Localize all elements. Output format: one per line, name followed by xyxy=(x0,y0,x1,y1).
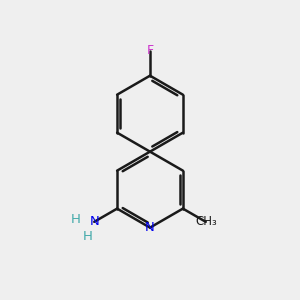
Text: F: F xyxy=(146,44,154,57)
Text: N: N xyxy=(145,221,155,234)
Text: CH₃: CH₃ xyxy=(195,215,217,228)
Text: H: H xyxy=(83,230,93,243)
Text: N: N xyxy=(89,215,99,228)
Text: H: H xyxy=(71,213,81,226)
